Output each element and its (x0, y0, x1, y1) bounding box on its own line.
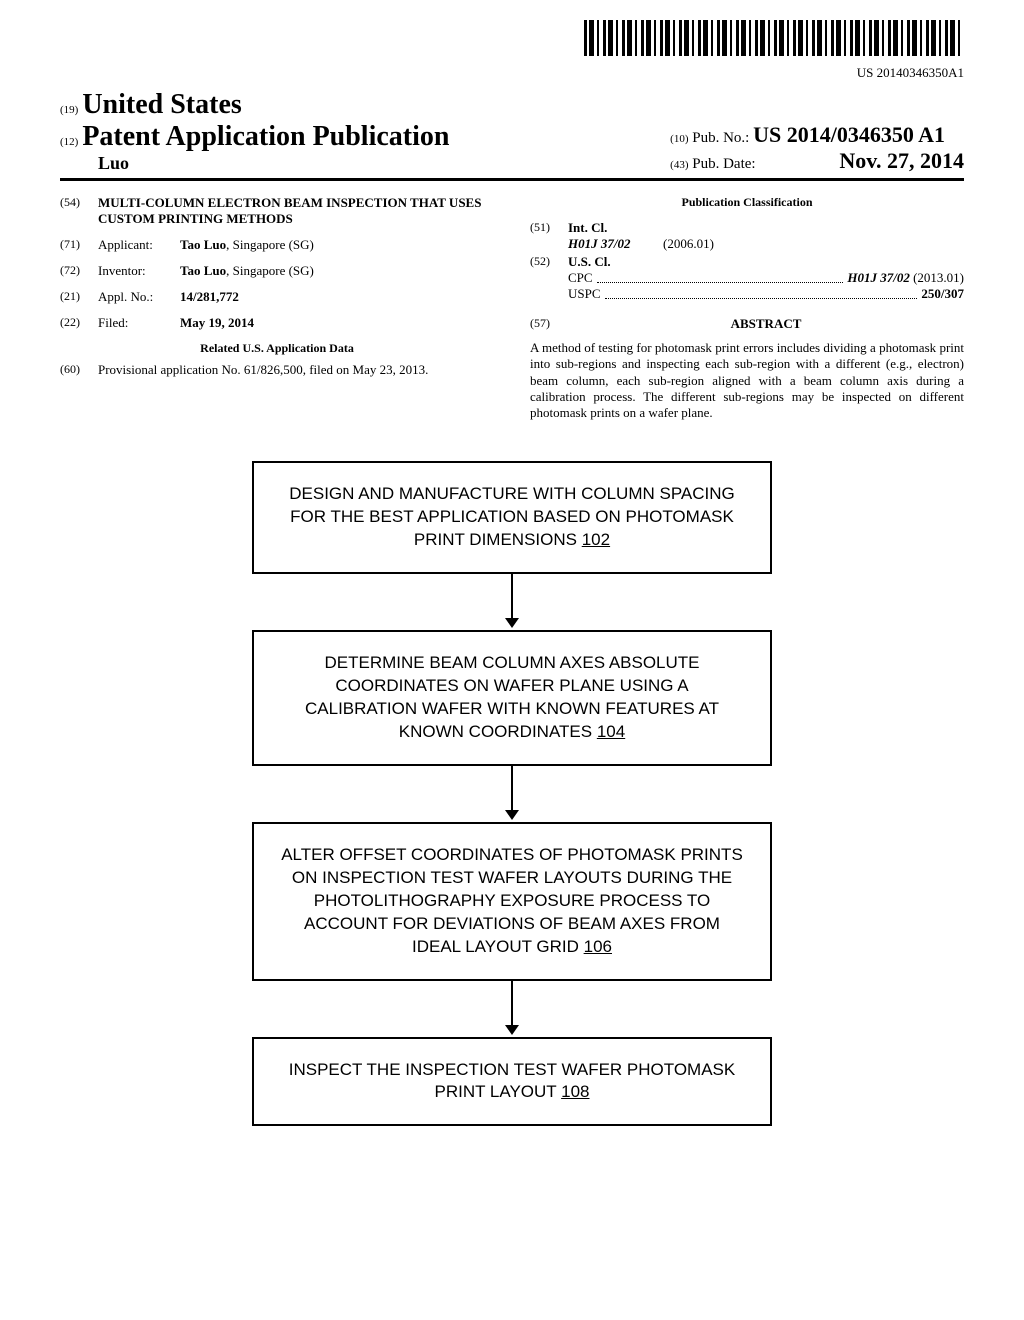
dots (597, 270, 844, 283)
inventor-code: (72) (60, 263, 98, 279)
barcode-graphic (584, 20, 964, 56)
intcl-class: H01J 37/02 (568, 236, 630, 251)
header-left: (19) United States (12) Patent Applicati… (60, 89, 449, 174)
intcl-label: Int. Cl. (568, 220, 964, 236)
appl-code: (21) (60, 289, 98, 305)
dots (605, 286, 918, 299)
filed-label: Filed: (98, 315, 180, 331)
pub-date-code: (43) (670, 159, 688, 171)
abstract-body: A method of testing for photomask print … (530, 340, 964, 421)
flow-ref-2: 104 (597, 722, 625, 741)
flow-text-2: DETERMINE BEAM COLUMN AXES ABSOLUTE COOR… (305, 653, 719, 741)
related-data-head: Related U.S. Application Data (60, 341, 494, 356)
appl-label: Appl. No.: (98, 289, 180, 305)
pub-type: Patent Application Publication (82, 121, 449, 152)
abstract-code: (57) (530, 316, 568, 338)
flow-arrow-icon (252, 766, 772, 822)
intcl-year: (2006.01) (663, 236, 714, 251)
flow-arrow-icon (252, 574, 772, 630)
pub-no-code: (10) (670, 133, 688, 145)
barcode-area (60, 20, 964, 61)
applicant-name: Tao Luo (180, 237, 226, 252)
title-code: (54) (60, 195, 98, 227)
pub-date-label: Pub. Date: (692, 156, 755, 172)
flow-box-1: DESIGN AND MANUFACTURE WITH COLUMN SPACI… (252, 461, 772, 574)
inventor-location: , Singapore (SG) (226, 263, 314, 278)
uspc-value: 250/307 (921, 286, 964, 302)
invention-title: MULTI-COLUMN ELECTRON BEAM INSPECTION TH… (98, 195, 494, 227)
pub-type-code: (12) (60, 136, 78, 148)
header-row: (19) United States (12) Patent Applicati… (60, 89, 964, 174)
author-name: Luo (98, 153, 449, 174)
flow-text-3: ALTER OFFSET COORDINATES OF PHOTOMASK PR… (281, 845, 743, 956)
intcl-code: (51) (530, 220, 568, 252)
cpc-value: H01J 37/02 (847, 270, 909, 285)
pub-no: US 2014/0346350 A1 (753, 122, 945, 147)
uspc-label: USPC (568, 286, 601, 302)
abstract-head: ABSTRACT (568, 316, 964, 332)
applicant-label: Applicant: (98, 237, 180, 253)
header-right: (10) Pub. No.: US 2014/0346350 A1 (43) P… (670, 122, 964, 174)
barcode-number: US 20140346350A1 (60, 65, 964, 81)
applicant-code: (71) (60, 237, 98, 253)
header-rule (60, 178, 964, 181)
flow-ref-1: 102 (582, 530, 610, 549)
uscl-code: (52) (530, 254, 568, 302)
cpc-year: (2013.01) (910, 270, 964, 285)
filed-date: May 19, 2014 (180, 315, 494, 331)
filed-code: (22) (60, 315, 98, 331)
prov-text: Provisional application No. 61/826,500, … (98, 362, 494, 378)
flow-ref-3: 106 (584, 937, 612, 956)
uscl-label: U.S. Cl. (568, 254, 964, 270)
country-name: United States (82, 89, 241, 120)
cpc-label: CPC (568, 270, 593, 286)
left-column: (54) MULTI-COLUMN ELECTRON BEAM INSPECTI… (60, 195, 494, 421)
figure-area: DESIGN AND MANUFACTURE WITH COLUMN SPACI… (60, 461, 964, 1126)
biblio-columns: (54) MULTI-COLUMN ELECTRON BEAM INSPECTI… (60, 195, 964, 421)
flow-text-1: DESIGN AND MANUFACTURE WITH COLUMN SPACI… (289, 484, 735, 549)
appl-number: 14/281,772 (180, 289, 494, 305)
pub-no-label: Pub. No.: (692, 130, 749, 146)
applicant-location: , Singapore (SG) (226, 237, 314, 252)
flow-ref-4: 108 (561, 1082, 589, 1101)
inventor-name: Tao Luo (180, 263, 226, 278)
flowchart: DESIGN AND MANUFACTURE WITH COLUMN SPACI… (252, 461, 772, 1126)
flow-arrow-icon (252, 981, 772, 1037)
flow-box-2: DETERMINE BEAM COLUMN AXES ABSOLUTE COOR… (252, 630, 772, 766)
flow-text-4: INSPECT THE INSPECTION TEST WAFER PHOTOM… (289, 1060, 735, 1102)
right-column: Publication Classification (51) Int. Cl.… (530, 195, 964, 421)
prov-code: (60) (60, 362, 98, 378)
country-code: (19) (60, 104, 78, 116)
classification-head: Publication Classification (530, 195, 964, 210)
inventor-label: Inventor: (98, 263, 180, 279)
flow-box-3: ALTER OFFSET COORDINATES OF PHOTOMASK PR… (252, 822, 772, 981)
pub-date: Nov. 27, 2014 (839, 148, 964, 173)
flow-box-4: INSPECT THE INSPECTION TEST WAFER PHOTOM… (252, 1037, 772, 1127)
